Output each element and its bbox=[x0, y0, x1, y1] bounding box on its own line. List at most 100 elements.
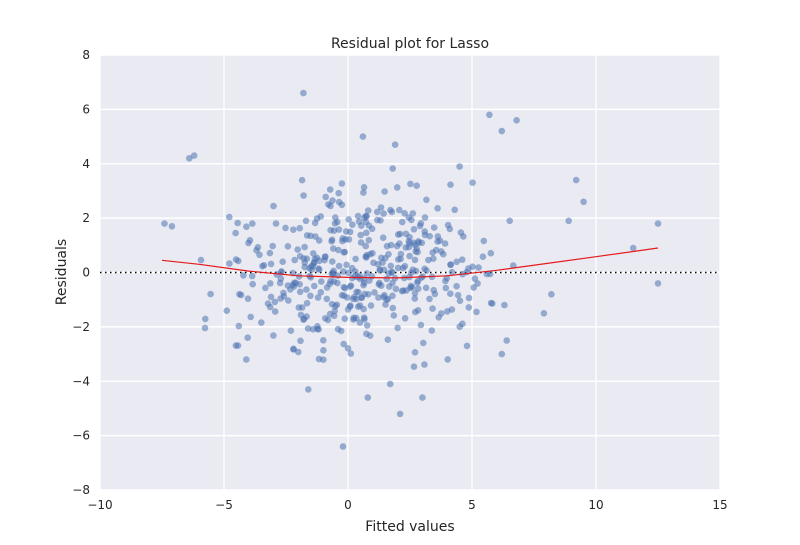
residual-point bbox=[207, 290, 214, 298]
residual-point bbox=[232, 256, 240, 263]
residual-point bbox=[413, 279, 421, 287]
lowess-trend-line bbox=[161, 247, 659, 279]
residual-point bbox=[296, 224, 304, 232]
residual-point bbox=[297, 337, 304, 345]
residual-point bbox=[396, 410, 404, 418]
residual-point bbox=[629, 244, 637, 252]
residual-point bbox=[442, 277, 449, 285]
residual-point bbox=[416, 222, 424, 230]
residual-point bbox=[447, 181, 454, 188]
residual-point bbox=[303, 313, 310, 320]
x-axis-title: Fitted values bbox=[365, 519, 454, 535]
residual-point bbox=[327, 277, 334, 285]
residual-point bbox=[540, 310, 548, 317]
residual-point bbox=[337, 327, 345, 335]
residual-point bbox=[360, 189, 367, 196]
residual-point bbox=[396, 230, 404, 238]
residual-point bbox=[447, 290, 454, 298]
residual-point bbox=[393, 184, 401, 191]
residual-point bbox=[304, 325, 312, 332]
residual-point bbox=[513, 117, 520, 124]
residual-point bbox=[451, 206, 459, 214]
residual-point bbox=[297, 311, 305, 319]
residual-point bbox=[371, 289, 378, 296]
residual-point bbox=[290, 226, 297, 233]
residual-point bbox=[357, 239, 365, 246]
residual-point bbox=[362, 212, 370, 220]
residual-point bbox=[329, 258, 336, 265]
residual-point bbox=[341, 315, 349, 323]
residual-point bbox=[287, 327, 295, 335]
residual-point bbox=[339, 443, 347, 450]
residual-point bbox=[377, 204, 385, 211]
residual-point bbox=[310, 259, 318, 266]
residual-point bbox=[266, 249, 274, 257]
residual-point bbox=[380, 266, 388, 274]
residual-point bbox=[430, 286, 438, 294]
residual-point bbox=[463, 342, 471, 350]
residual-point bbox=[302, 217, 310, 225]
residual-point bbox=[572, 176, 580, 184]
residual-point bbox=[487, 249, 495, 257]
y-tick-label: 4 bbox=[82, 157, 90, 171]
residual-point bbox=[411, 256, 419, 264]
residual-point bbox=[421, 228, 429, 235]
residual-point bbox=[654, 220, 662, 227]
residual-point bbox=[322, 193, 330, 201]
y-tick-label: 0 bbox=[82, 266, 90, 280]
residual-point bbox=[498, 350, 506, 358]
residual-point bbox=[341, 248, 349, 256]
residual-point bbox=[425, 256, 432, 264]
residual-point bbox=[350, 293, 358, 301]
residual-point bbox=[305, 386, 312, 393]
residual-point bbox=[294, 246, 302, 253]
residual-point bbox=[421, 361, 428, 368]
residual-point bbox=[361, 316, 368, 323]
residual-point bbox=[346, 283, 354, 290]
x-tick-label: 0 bbox=[344, 498, 352, 512]
residual-point bbox=[403, 287, 410, 294]
residual-point bbox=[287, 286, 294, 293]
residual-point bbox=[458, 256, 466, 264]
residual-point bbox=[417, 321, 425, 329]
residual-point bbox=[381, 291, 388, 299]
x-tick-label: −10 bbox=[87, 498, 112, 512]
residual-point bbox=[352, 268, 359, 275]
residual-point bbox=[456, 297, 464, 305]
residual-point bbox=[291, 256, 299, 264]
residual-point bbox=[448, 268, 456, 276]
residual-point bbox=[311, 282, 318, 290]
residual-point bbox=[501, 301, 508, 309]
residual-point bbox=[272, 220, 280, 227]
residual-point bbox=[317, 213, 325, 220]
residual-point bbox=[390, 312, 398, 319]
residual-point bbox=[506, 217, 513, 225]
residual-point bbox=[444, 356, 452, 363]
residual-point bbox=[307, 292, 314, 300]
residual-point bbox=[363, 254, 370, 261]
residual-point bbox=[429, 305, 436, 312]
residual-point bbox=[413, 182, 421, 189]
residual-point bbox=[352, 255, 359, 263]
y-tick-label: −6 bbox=[72, 429, 90, 443]
residual-point bbox=[270, 202, 277, 210]
residual-point bbox=[338, 291, 346, 299]
residual-point bbox=[330, 267, 337, 275]
residual-point bbox=[402, 230, 410, 238]
residual-point bbox=[303, 299, 311, 307]
residual-point bbox=[411, 290, 419, 297]
residual-point bbox=[548, 291, 555, 298]
residual-point bbox=[334, 218, 341, 226]
residual-point bbox=[237, 291, 245, 299]
residual-point bbox=[460, 233, 467, 240]
residual-point bbox=[421, 265, 428, 273]
residual-point bbox=[409, 210, 417, 217]
residual-point bbox=[453, 282, 460, 290]
residual-point bbox=[267, 293, 275, 301]
residual-point bbox=[392, 285, 400, 293]
residual-point bbox=[300, 89, 307, 97]
residual-point bbox=[363, 270, 371, 277]
residual-point bbox=[326, 310, 334, 318]
residual-point bbox=[347, 302, 354, 309]
residual-point bbox=[396, 206, 403, 214]
